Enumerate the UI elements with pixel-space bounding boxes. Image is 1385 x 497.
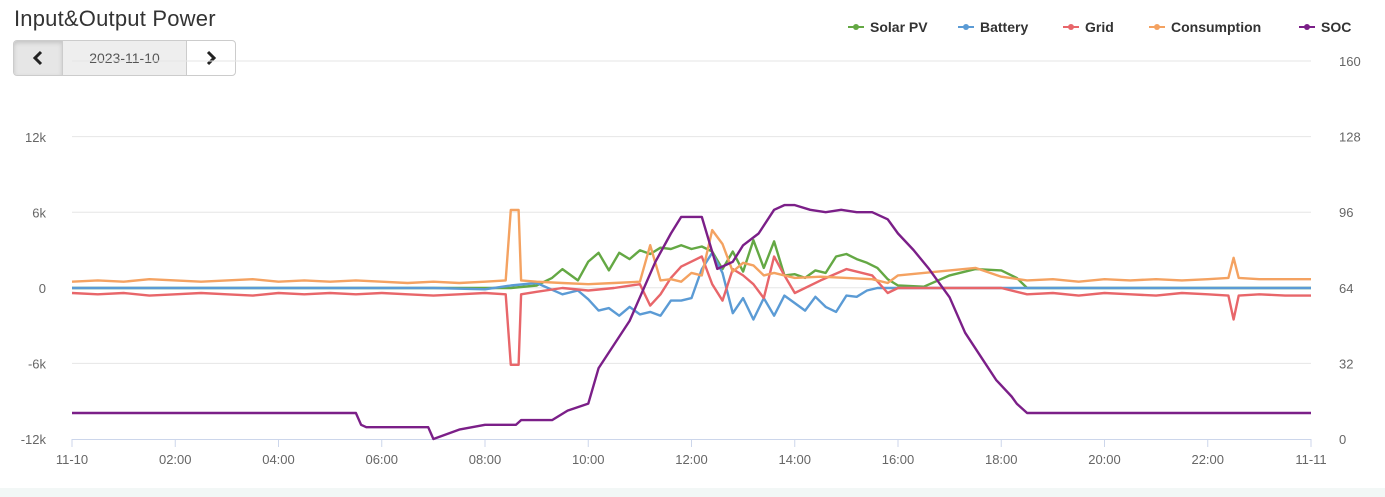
legend-label: Solar PV	[870, 19, 928, 35]
legend-symbol-marker	[963, 24, 969, 30]
series-line-solar-pv	[72, 238, 1311, 290]
legend-label: Consumption	[1171, 19, 1261, 35]
y-right-axis: 0 32 64 96 128 160	[1339, 54, 1361, 447]
legend-symbol-marker	[1304, 24, 1310, 30]
x-tick-label: 20:00	[1088, 452, 1121, 467]
x-tick-label: 06:00	[365, 452, 398, 467]
x-tick-label: 11-11	[1295, 452, 1326, 467]
y-right-tick-label: 128	[1339, 130, 1361, 145]
y-left-axis: -12k -6k 0 6k 12k	[21, 130, 47, 447]
legend: Solar PV Battery Grid Consumption SOC	[848, 19, 1351, 35]
legend-symbol-marker	[1068, 24, 1074, 30]
y-left-tick-label: 12k	[25, 130, 46, 145]
legend-item-solar-pv[interactable]: Solar PV	[848, 19, 928, 35]
x-tick-label: 02:00	[159, 452, 192, 467]
x-tick-label: 14:00	[778, 452, 811, 467]
y-right-tick-label: 0	[1339, 432, 1346, 447]
chevron-left-icon	[32, 50, 43, 66]
y-right-tick-label: 160	[1339, 54, 1361, 69]
legend-label: SOC	[1321, 19, 1351, 35]
y-left-tick-label: 6k	[32, 206, 46, 221]
date-display[interactable]: 2023-11-10	[63, 41, 186, 75]
x-tick-label: 04:00	[262, 452, 295, 467]
page-title: Input&Output Power	[14, 6, 216, 31]
y-right-tick-label: 96	[1339, 205, 1353, 220]
chevron-right-icon	[206, 50, 217, 66]
legend-symbol-marker	[853, 24, 859, 30]
legend-item-soc[interactable]: SOC	[1299, 19, 1351, 35]
x-axis: 11-10 02:00 04:00 06:00 08:00 10:00 12:00 14:00…	[56, 439, 1327, 467]
y-right-tick-label: 32	[1339, 356, 1353, 371]
next-day-button[interactable]	[186, 41, 235, 75]
legend-item-consumption[interactable]: Consumption	[1149, 19, 1261, 35]
grid-lines	[72, 60, 1311, 440]
prev-day-button[interactable]	[14, 41, 63, 75]
x-tick-label: 08:00	[469, 452, 502, 467]
x-tick-label: 16:00	[882, 452, 915, 467]
series-line-soc	[72, 203, 1311, 441]
x-tick-label: 11-10	[56, 452, 88, 467]
legend-item-battery[interactable]: Battery	[958, 19, 1028, 35]
series-lines	[71, 203, 1311, 441]
series-line-grid	[71, 255, 1311, 366]
legend-symbol-marker	[1154, 24, 1160, 30]
x-tick-label: 18:00	[985, 452, 1018, 467]
series-line-consumption	[71, 208, 1311, 286]
date-navigator: 2023-11-10	[13, 40, 236, 76]
y-right-tick-label: 64	[1339, 281, 1353, 296]
legend-label: Battery	[980, 19, 1028, 35]
x-tick-label: 12:00	[675, 452, 708, 467]
y-left-tick-label: -6k	[28, 357, 47, 372]
legend-label: Grid	[1085, 19, 1114, 35]
x-tick-label: 10:00	[572, 452, 605, 467]
footer-bar	[0, 488, 1385, 497]
legend-item-grid[interactable]: Grid	[1063, 19, 1114, 35]
y-left-tick-label: 0	[39, 281, 46, 296]
x-tick-label: 22:00	[1191, 452, 1224, 467]
series-line-battery	[72, 251, 1311, 321]
y-left-tick-label: -12k	[21, 432, 47, 447]
